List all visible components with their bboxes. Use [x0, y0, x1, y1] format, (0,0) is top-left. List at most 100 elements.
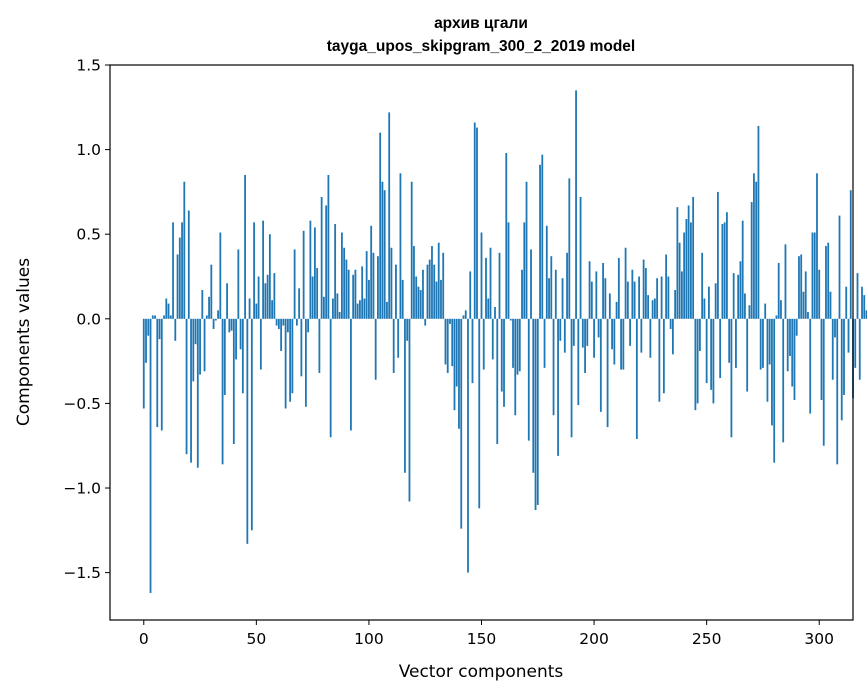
bar	[505, 152, 508, 319]
bar	[683, 232, 686, 319]
bar	[827, 242, 830, 319]
bar	[557, 318, 559, 456]
bar	[190, 318, 192, 463]
bar	[262, 220, 264, 319]
bar	[649, 318, 652, 358]
bar	[539, 164, 541, 319]
bar	[568, 178, 571, 319]
bar	[230, 318, 233, 331]
bar	[786, 318, 789, 372]
bar	[356, 303, 359, 319]
bar	[341, 232, 343, 319]
bar	[847, 318, 850, 353]
bar	[471, 318, 474, 384]
bar	[617, 257, 620, 319]
bar	[764, 303, 767, 319]
bar	[422, 269, 424, 319]
y-axis: −1.5 −1.0 −0.5 0.0 0.5 1.0 1.5	[63, 57, 110, 582]
bar	[588, 261, 591, 319]
bar	[217, 310, 219, 319]
bar	[820, 318, 823, 401]
bar	[604, 278, 607, 319]
bar	[593, 318, 595, 358]
bar	[843, 318, 845, 395]
bar	[624, 247, 627, 319]
bar	[667, 276, 670, 319]
bar	[775, 315, 778, 319]
bar	[154, 315, 156, 319]
bar	[762, 318, 764, 368]
bar	[298, 288, 301, 319]
bar	[676, 207, 679, 319]
bar	[435, 281, 438, 319]
bar	[739, 261, 742, 319]
bar	[550, 256, 553, 319]
bar	[205, 315, 208, 319]
bar	[347, 269, 350, 319]
bar	[264, 283, 267, 319]
bar	[575, 90, 577, 319]
x-tick-label: 50	[246, 630, 266, 648]
bar	[768, 318, 771, 365]
bar	[651, 300, 654, 319]
bar	[854, 318, 857, 368]
bar	[334, 224, 337, 319]
bar	[518, 318, 521, 372]
bar	[753, 173, 755, 319]
bar	[473, 122, 476, 319]
x-axis-label: Vector components	[399, 662, 564, 682]
bar	[816, 173, 818, 319]
bar	[586, 318, 589, 346]
bar	[467, 318, 469, 573]
bar	[525, 181, 528, 319]
bar	[548, 278, 550, 319]
bar	[807, 312, 809, 319]
bar	[482, 318, 485, 370]
bar	[332, 298, 334, 319]
bar	[721, 224, 724, 319]
bar	[266, 274, 269, 319]
bar	[674, 290, 677, 319]
bar	[426, 264, 429, 319]
bar	[825, 246, 827, 319]
bar	[712, 318, 715, 404]
bar	[361, 266, 364, 319]
bar	[532, 318, 535, 473]
bar	[293, 249, 296, 319]
bar	[584, 318, 586, 373]
bar	[541, 154, 544, 319]
bar	[442, 252, 445, 319]
bar	[446, 318, 449, 373]
bar	[626, 281, 629, 319]
bar	[631, 269, 634, 319]
bar	[149, 318, 152, 593]
bar	[318, 318, 321, 373]
bar	[750, 202, 753, 319]
bar	[726, 212, 728, 319]
bar	[485, 257, 487, 319]
bar	[863, 295, 866, 319]
x-tick-label: 300	[804, 630, 834, 648]
bar	[845, 286, 848, 319]
bar	[185, 318, 188, 455]
bar-series	[142, 90, 867, 593]
bar	[395, 264, 397, 319]
bar	[759, 318, 762, 370]
bar	[372, 252, 375, 319]
bar	[730, 318, 733, 438]
bar	[561, 278, 564, 319]
bar	[572, 318, 575, 346]
bar	[381, 181, 384, 319]
bar	[665, 254, 668, 319]
bar	[755, 181, 758, 319]
bar	[437, 242, 440, 319]
bar	[275, 318, 278, 326]
bar	[521, 269, 523, 319]
bar	[494, 306, 496, 319]
bar	[744, 293, 746, 319]
bar	[145, 318, 147, 363]
bar	[516, 318, 519, 375]
bar	[834, 318, 836, 338]
bar	[365, 251, 368, 319]
